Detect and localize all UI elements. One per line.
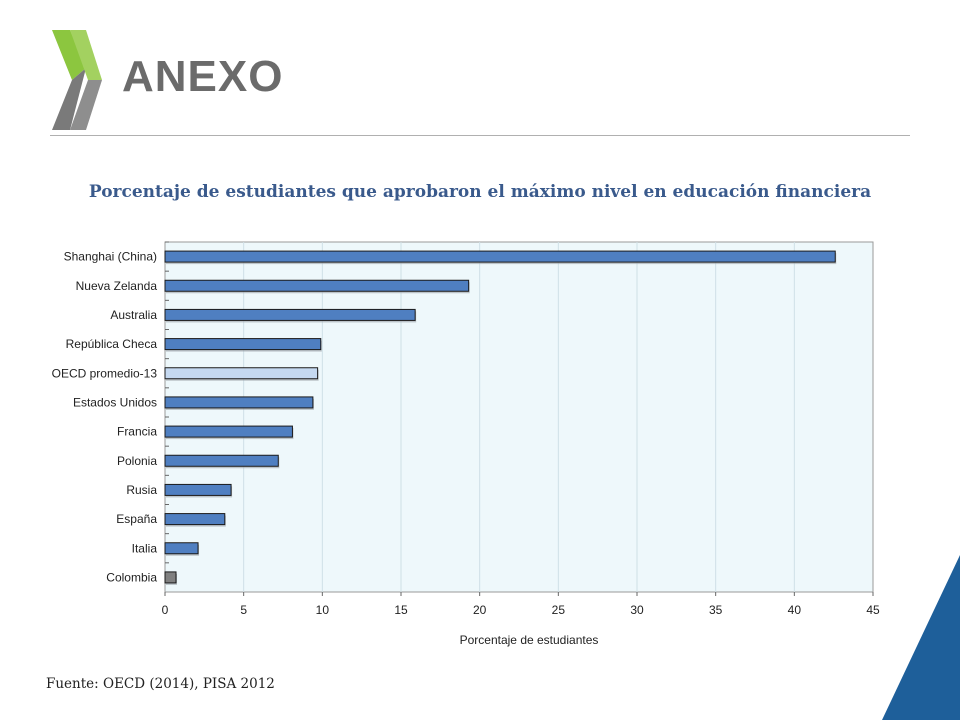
bar [164,542,199,555]
plot-area [164,241,874,593]
bar [164,250,836,263]
x-tick-label: 15 [394,603,408,617]
page-title: ANEXO [122,52,284,101]
bar [164,338,322,351]
category-label: Polonia [117,454,157,468]
category-label: Colombia [106,570,157,584]
category-label: OECD promedio-13 [52,366,158,380]
chart-title: Porcentaje de estudiantes que aprobaron … [88,182,872,202]
bar [164,513,226,526]
category-label: Estados Unidos [73,395,157,409]
x-tick-label: 40 [788,603,802,617]
bar [164,367,319,380]
x-tick-label: 30 [630,603,644,617]
bar [164,454,279,467]
x-tick-label: 45 [866,603,880,617]
category-label: España [116,512,157,526]
bar [164,396,314,409]
bar-chart: Shanghai (China) Nueva Zelanda Australia Re… [52,241,880,647]
category-label: Rusia [126,483,157,497]
bar [164,483,232,496]
x-tick-label: 5 [240,603,247,617]
x-tick-label: 20 [473,603,487,617]
category-label: Nueva Zelanda [76,279,158,293]
bar [164,425,293,438]
oecd-logo-icon [52,30,102,130]
category-label: República Checa [66,337,158,351]
bar [164,308,416,321]
source-note: Fuente: OECD (2014), PISA 2012 [46,676,275,692]
x-tick-label: 35 [709,603,723,617]
x-tick-label: 10 [316,603,330,617]
category-label: Francia [117,425,157,439]
category-label: Shanghai (China) [64,250,157,264]
header-divider [50,135,910,136]
corner-decoration [882,555,960,720]
x-axis-label: Porcentaje de estudiantes [460,633,599,647]
x-tick-label: 0 [162,603,169,617]
bar [164,571,177,584]
category-label: Italia [132,541,158,555]
category-label: Australia [110,308,157,322]
bar [164,279,470,292]
x-tick-label: 25 [552,603,566,617]
